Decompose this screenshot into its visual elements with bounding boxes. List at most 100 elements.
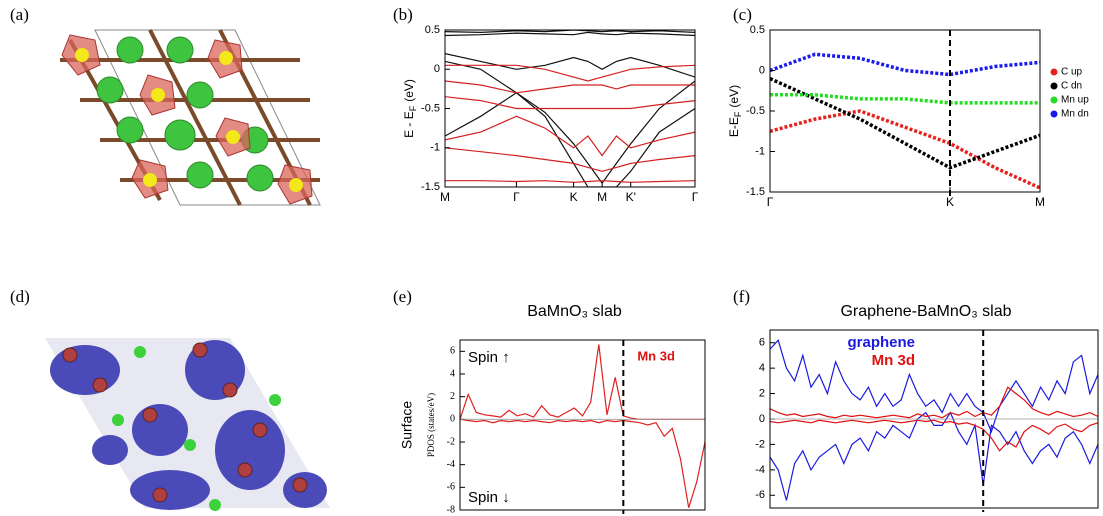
plot [770, 52, 1040, 190]
pdos-line [770, 419, 1098, 452]
lobe [215, 410, 285, 490]
y-axis-label: PDOS (states/eV) [426, 393, 436, 457]
x-tick-label: M [597, 190, 607, 204]
legend-label: graphene [847, 334, 915, 351]
y-tick-label: 0 [759, 413, 765, 425]
x-tick-label: M [440, 190, 450, 204]
legend-swatch [1050, 82, 1058, 90]
plot [460, 344, 705, 508]
atom [116, 36, 144, 64]
x-tick-label: K [570, 190, 578, 204]
frame [769, 29, 1041, 193]
band [445, 30, 695, 34]
band [770, 52, 1040, 77]
pdos-line [770, 339, 1098, 434]
y-axis-label-sub: F [408, 105, 418, 111]
legend-swatch [1050, 68, 1058, 76]
band [445, 115, 695, 157]
atom [142, 407, 158, 423]
legend-label: Mn up [1061, 95, 1089, 106]
y-tick-label: 2 [450, 391, 455, 402]
band [770, 77, 1040, 170]
band [445, 60, 695, 185]
legend-swatch [1050, 110, 1058, 118]
x-tick-label: Γ [513, 190, 520, 204]
pdos-line [770, 386, 1098, 419]
atom [116, 116, 144, 144]
chart-title: Graphene-BaMnO₃ slab [840, 303, 1011, 320]
y-axis-label: E - EF (eV) [402, 79, 418, 138]
mn-atoms [75, 48, 303, 192]
panel-label: (f) [733, 287, 750, 306]
lobe [92, 435, 128, 465]
y-tick-label: -2 [755, 438, 765, 450]
y-axis-label: E-EF (eV) [727, 85, 743, 137]
atom [237, 462, 253, 478]
band [445, 31, 695, 37]
band [445, 92, 695, 187]
panel-label: (c) [733, 5, 752, 24]
atom [112, 414, 124, 426]
annotation: Mn 3d [637, 348, 675, 363]
cell [94, 29, 321, 206]
atom [252, 422, 268, 438]
y-tick-label: -2 [447, 436, 455, 447]
atom [222, 382, 238, 398]
band [445, 53, 695, 78]
atom [92, 377, 108, 393]
y-tick-label: -6 [447, 482, 455, 493]
y-axis-label-main: E - E [402, 111, 416, 138]
annotation: Spin ↓ [468, 489, 510, 506]
bond [148, 29, 242, 206]
y-tick-label: -1 [430, 142, 440, 154]
atom [186, 81, 214, 109]
legend-label: C up [1061, 67, 1083, 78]
atom [166, 36, 194, 64]
atom [226, 130, 240, 144]
x-tick-label: Γ [692, 190, 699, 204]
y-tick-label: -1.5 [421, 181, 440, 193]
atom [134, 346, 146, 358]
ba-atoms [112, 346, 281, 511]
band [770, 93, 1040, 105]
lobe [130, 470, 210, 510]
y-axis-label-unit: (eV) [402, 79, 416, 102]
x-tick-label: K' [626, 190, 636, 204]
band [445, 147, 695, 172]
atom [143, 173, 157, 187]
y-tick-label: 0.5 [425, 24, 440, 36]
atom [219, 51, 233, 65]
annotation: Spin ↑ [468, 349, 510, 366]
y-axis-label-unit: (eV) [727, 85, 741, 108]
y-tick-label: -8 [447, 504, 455, 515]
y-axis-label-main: E-E [727, 117, 741, 137]
atom [289, 178, 303, 192]
pdos-line [770, 411, 1098, 501]
atom [246, 164, 274, 192]
y-tick-label: 0 [759, 64, 765, 76]
y-tick-label: 0.5 [750, 24, 765, 36]
y-tick-label: -1.5 [746, 186, 765, 198]
y-tick-label: -0.5 [421, 102, 440, 114]
band [770, 109, 1040, 190]
structure-a [60, 29, 321, 206]
x-tick-label: K [946, 195, 954, 209]
atom [96, 76, 124, 104]
y-tick-label: 4 [759, 362, 765, 374]
band [445, 180, 695, 183]
atom [186, 161, 214, 189]
lobe [132, 404, 188, 456]
o-atoms [62, 342, 308, 503]
frame [444, 29, 696, 188]
atom [269, 394, 281, 406]
plot [770, 339, 1098, 501]
atom [62, 347, 78, 363]
band [445, 64, 695, 82]
panel-label: (b) [393, 5, 413, 24]
y-tick-label: -4 [447, 459, 455, 470]
y-tick-label: -0.5 [746, 105, 765, 117]
band [445, 80, 695, 94]
y-tick-label: 6 [450, 346, 455, 357]
y-tick-label: 0 [450, 414, 455, 425]
legend-swatch [1050, 96, 1058, 104]
